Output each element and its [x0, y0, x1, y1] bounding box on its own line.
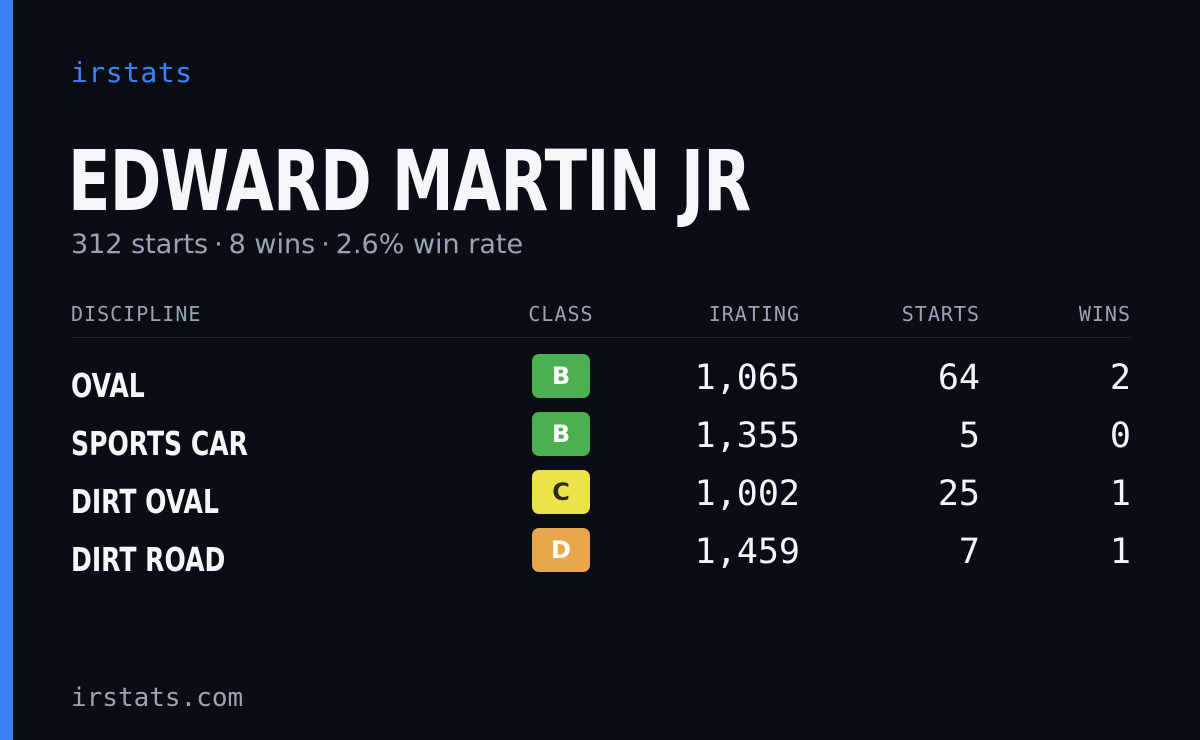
discipline-name: DIRT OVAL — [71, 482, 219, 521]
driver-summary: 312 starts · 8 wins · 2.6% win rate — [71, 228, 523, 262]
irating-value: 1,002 — [694, 474, 800, 514]
starts-value: 7 — [958, 532, 980, 572]
header-irating: IRATING — [708, 302, 800, 326]
starts-value: 25 — [937, 474, 980, 514]
footer-site: irstats.com — [71, 683, 244, 713]
accent-bar — [0, 0, 13, 740]
brand-logo: irstats — [71, 56, 193, 89]
class-badge: B — [532, 354, 590, 398]
wins-value: 1 — [1109, 474, 1131, 514]
discipline-name: SPORTS CAR — [71, 424, 248, 463]
irating-value: 1,355 — [694, 416, 800, 456]
header-discipline: DISCIPLINE — [71, 302, 202, 326]
class-badge: C — [532, 470, 590, 514]
irating-value: 1,065 — [694, 358, 800, 398]
class-badge: B — [532, 412, 590, 456]
summary-starts: 312 starts — [71, 229, 209, 260]
starts-value: 64 — [937, 358, 980, 398]
wins-value: 0 — [1109, 416, 1131, 456]
wins-value: 1 — [1109, 532, 1131, 572]
summary-separator: · — [321, 229, 330, 260]
driver-name: EDWARD MARTIN JR — [68, 132, 751, 230]
table-header: DISCIPLINE CLASS IRATING STARTS WINS — [71, 298, 1131, 338]
discipline-name: DIRT ROAD — [71, 540, 226, 579]
table-row: DIRT ROAD D 1,459 7 1 — [71, 528, 1131, 586]
table-body: OVAL B 1,065 64 2 SPORTS CAR B 1,355 5 0… — [71, 354, 1131, 586]
header-class: CLASS — [528, 302, 594, 326]
wins-value: 2 — [1109, 358, 1131, 398]
table-row: DIRT OVAL C 1,002 25 1 — [71, 470, 1131, 528]
starts-value: 5 — [958, 416, 980, 456]
table-row: OVAL B 1,065 64 2 — [71, 354, 1131, 412]
header-wins: WINS — [1078, 302, 1131, 326]
summary-win-rate: 2.6% win rate — [335, 229, 524, 260]
discipline-table: DISCIPLINE CLASS IRATING STARTS WINS OVA… — [71, 298, 1131, 586]
summary-wins: 8 wins — [228, 229, 316, 260]
class-badge: D — [532, 528, 590, 572]
header-starts: STARTS — [901, 302, 980, 326]
discipline-name: OVAL — [71, 366, 145, 405]
summary-separator: · — [214, 229, 223, 260]
table-row: SPORTS CAR B 1,355 5 0 — [71, 412, 1131, 470]
irating-value: 1,459 — [694, 532, 800, 572]
